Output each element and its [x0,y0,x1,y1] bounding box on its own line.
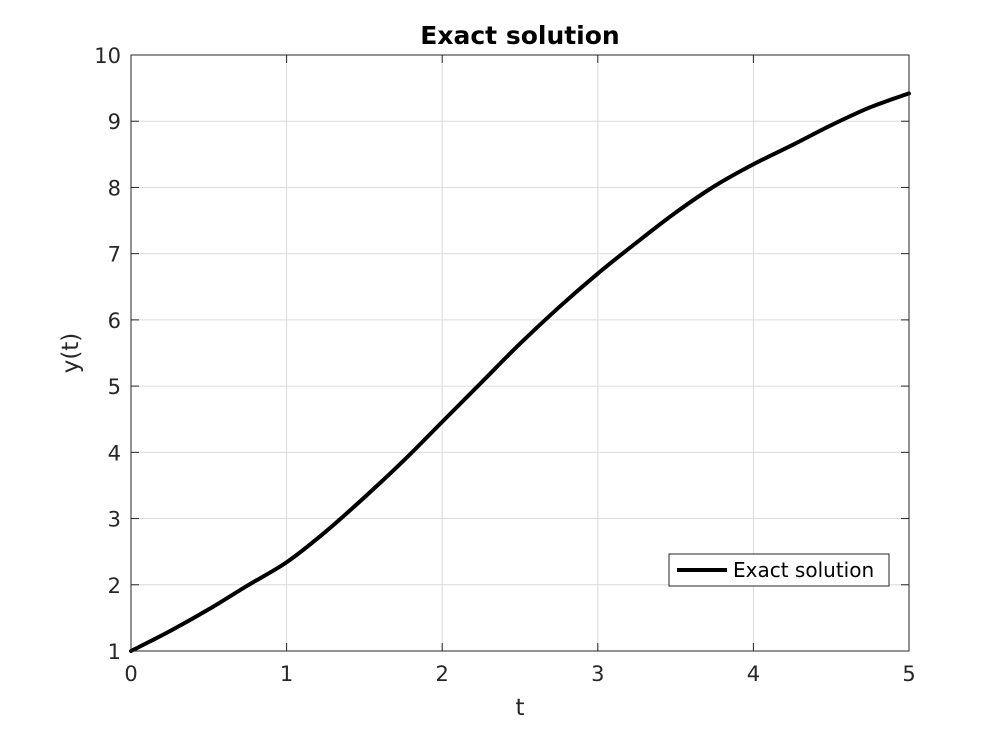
y-tick-label: 6 [108,309,121,333]
x-tick-label: 0 [124,662,137,686]
plot-background [131,55,909,651]
legend: Exact solution [668,553,890,587]
y-tick-label: 3 [108,508,121,532]
x-tick-label: 5 [902,662,915,686]
series-line-exact-solution [129,91,911,653]
x-tick-label: 3 [591,662,604,686]
x-axis-label: t [515,695,524,721]
y-axis-label: y(t) [58,333,84,374]
y-tick-label: 2 [108,574,121,598]
y-tick-label: 8 [108,176,121,200]
y-tick-label: 10 [94,44,121,68]
ticks [130,54,910,652]
grid [131,55,909,651]
y-tick-label: 5 [108,375,121,399]
x-tick-label: 2 [436,662,449,686]
plot-frame [130,54,910,652]
legend-label-exact-solution: Exact solution [733,558,874,582]
x-tick-label: 1 [280,662,293,686]
y-tick-label: 7 [108,243,121,267]
y-tick-label: 9 [108,110,121,134]
chart-title: Exact solution [420,21,619,50]
x-tick-label: 4 [747,662,760,686]
y-tick-label: 1 [108,640,121,664]
series-group [129,91,911,653]
y-tick-label: 4 [108,441,121,465]
